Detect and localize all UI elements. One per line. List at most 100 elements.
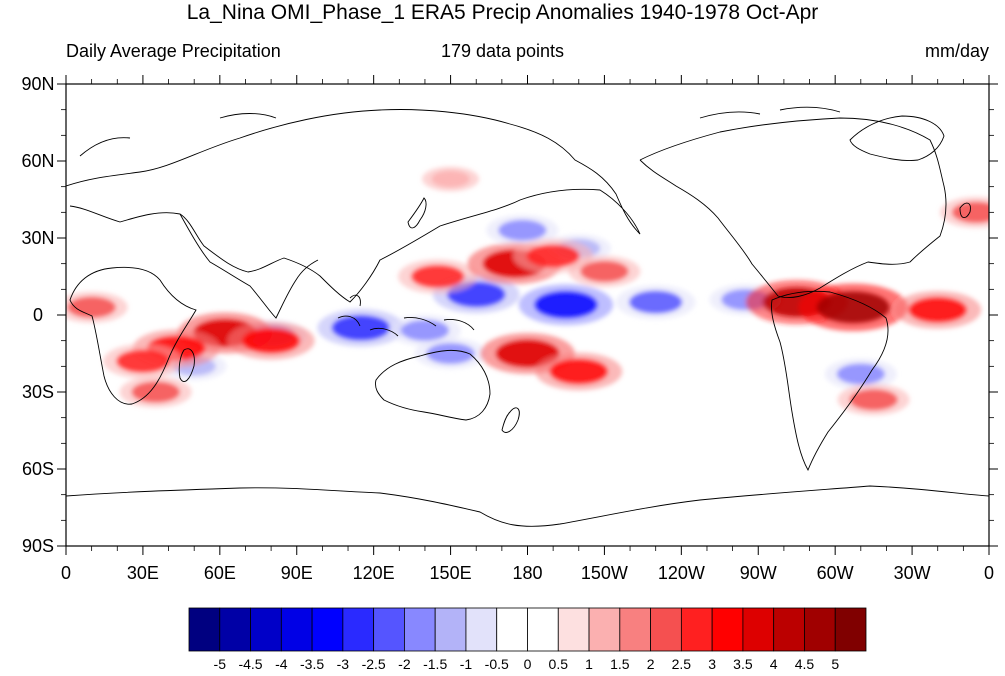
x-tick-label: 60E [204,563,236,583]
x-axis: 0 30E 60E 90E 120E 150E 180 150W 120W 90W 60W 30W 0 [61,75,994,583]
colorbar-swatch [188,607,221,652]
colorbar-swatch [804,607,836,652]
y-axis: 90N 60N 30N 0 30S 60S 90S [21,74,998,556]
positive-anomaly [549,358,608,385]
x-tick-label: 90W [740,563,777,583]
colorbar-label: 2 [647,656,655,672]
colorbar-swatch [773,607,805,652]
x-tick-label: 150W [581,563,628,583]
coastline-antarctica [66,485,989,527]
colorbar-label: 1 [585,656,593,672]
x-tick-label: 90E [281,563,313,583]
colorbar-swatch [619,607,651,652]
positive-anomaly [496,339,559,368]
colorbar-swatch [527,607,559,652]
positive-anomaly [849,389,898,411]
y-tick-label: 90N [21,74,54,94]
colorbar-swatch [373,607,405,652]
x-tick-label: 120W [658,563,705,583]
units-label: mm/day [924,41,989,61]
colorbar-label: 3 [708,656,716,672]
positive-anomaly [431,170,470,188]
chart-title: La_Nina OMI_Phase_1 ERA5 Precip Anomalie… [186,1,819,24]
positive-anomaly [816,291,890,324]
colorbar-swatch [404,607,436,652]
colorbar: -5 -4.5 -4 -3.5 -3 -2.5 -2 -1.5 -1 -0.5 0 0.5 1 1.5 2 2… [188,607,867,672]
negative-anomaly [426,343,475,364]
x-tick-label: 0 [61,563,71,583]
colorbar-label: -1 [460,656,473,672]
coastlines [66,106,989,527]
colorbar-label: 1.5 [610,656,630,672]
positive-anomaly [67,296,116,318]
x-tick-label: 180 [512,563,542,583]
x-tick-label: 30W [894,563,931,583]
negative-anomaly [400,320,449,341]
colorbar-swatch [342,607,375,652]
positive-anomaly [242,328,301,354]
colorbar-swatch [711,607,744,652]
x-tick-label: 120E [353,563,395,583]
colorbar-swatch [311,607,344,652]
coastline-maritime-continent [337,294,475,337]
colorbar-label: 3.5 [733,656,753,672]
x-tick-label: 0 [984,563,994,583]
coastline-south-america [771,290,889,472]
x-tick-label: 150E [430,563,472,583]
coastline-japan [407,197,427,229]
colorbar-label: 4 [770,656,778,672]
colorbar-label: 5 [831,656,839,672]
colorbar-swatch [588,607,621,652]
colorbar-swatch [250,607,282,652]
positive-anomaly [116,349,170,373]
coastline-north-america [639,117,947,299]
coastline-madagascar [178,348,195,382]
colorbar-swatch [557,607,590,652]
colorbar-label: -1.5 [423,656,447,672]
colorbar-label: -3 [337,656,350,672]
negative-anomaly [534,291,598,319]
y-tick-label: 90S [22,536,54,556]
y-tick-label: 0 [33,305,43,325]
colorbar-swatch [650,607,682,652]
colorbar-label: -4 [275,656,288,672]
colorbar-label: -2 [398,656,411,672]
colorbar-swatch [219,607,251,652]
coastline-new-zealand [501,407,520,433]
x-tick-label: 30E [127,563,159,583]
data-count-label: 179 data points [440,41,565,61]
positive-anomaly [411,265,465,288]
colorbar-label: -5 [214,656,227,672]
y-tick-label: 60S [22,459,54,479]
variable-label: Daily Average Precipitation [66,41,281,61]
y-tick-label: 30N [21,228,54,248]
coastline-uk [959,202,971,218]
colorbar-swatch [680,607,713,652]
colorbar-swatch [434,607,467,652]
negative-anomaly [331,315,390,341]
coastline-eurasia [66,109,641,303]
x-tick-label: 60W [817,563,854,583]
colorbar-label: -2.5 [362,656,386,672]
coastline-arctic-islands [79,106,841,157]
colorbar-swatch [496,607,528,652]
y-tick-label: 60N [21,151,54,171]
negative-anomaly [498,219,547,241]
anomaly-field [66,166,989,416]
colorbar-swatch [834,607,867,652]
positive-anomaly [952,201,989,223]
positive-anomaly [526,244,580,268]
coastline-africa [69,266,197,405]
coastline-arabia-india [179,213,319,319]
colorbar-label: 0.5 [549,656,569,672]
positive-anomaly [580,260,629,282]
negative-anomaly [629,290,683,314]
colorbar-label: -0.5 [485,656,509,672]
colorbar-label: -4.5 [238,656,262,672]
positive-anomaly [908,297,967,323]
coastline-greenland [849,115,945,161]
y-tick-label: 30S [22,382,54,402]
colorbar-label: 0 [524,656,532,672]
colorbar-swatch [280,607,313,652]
